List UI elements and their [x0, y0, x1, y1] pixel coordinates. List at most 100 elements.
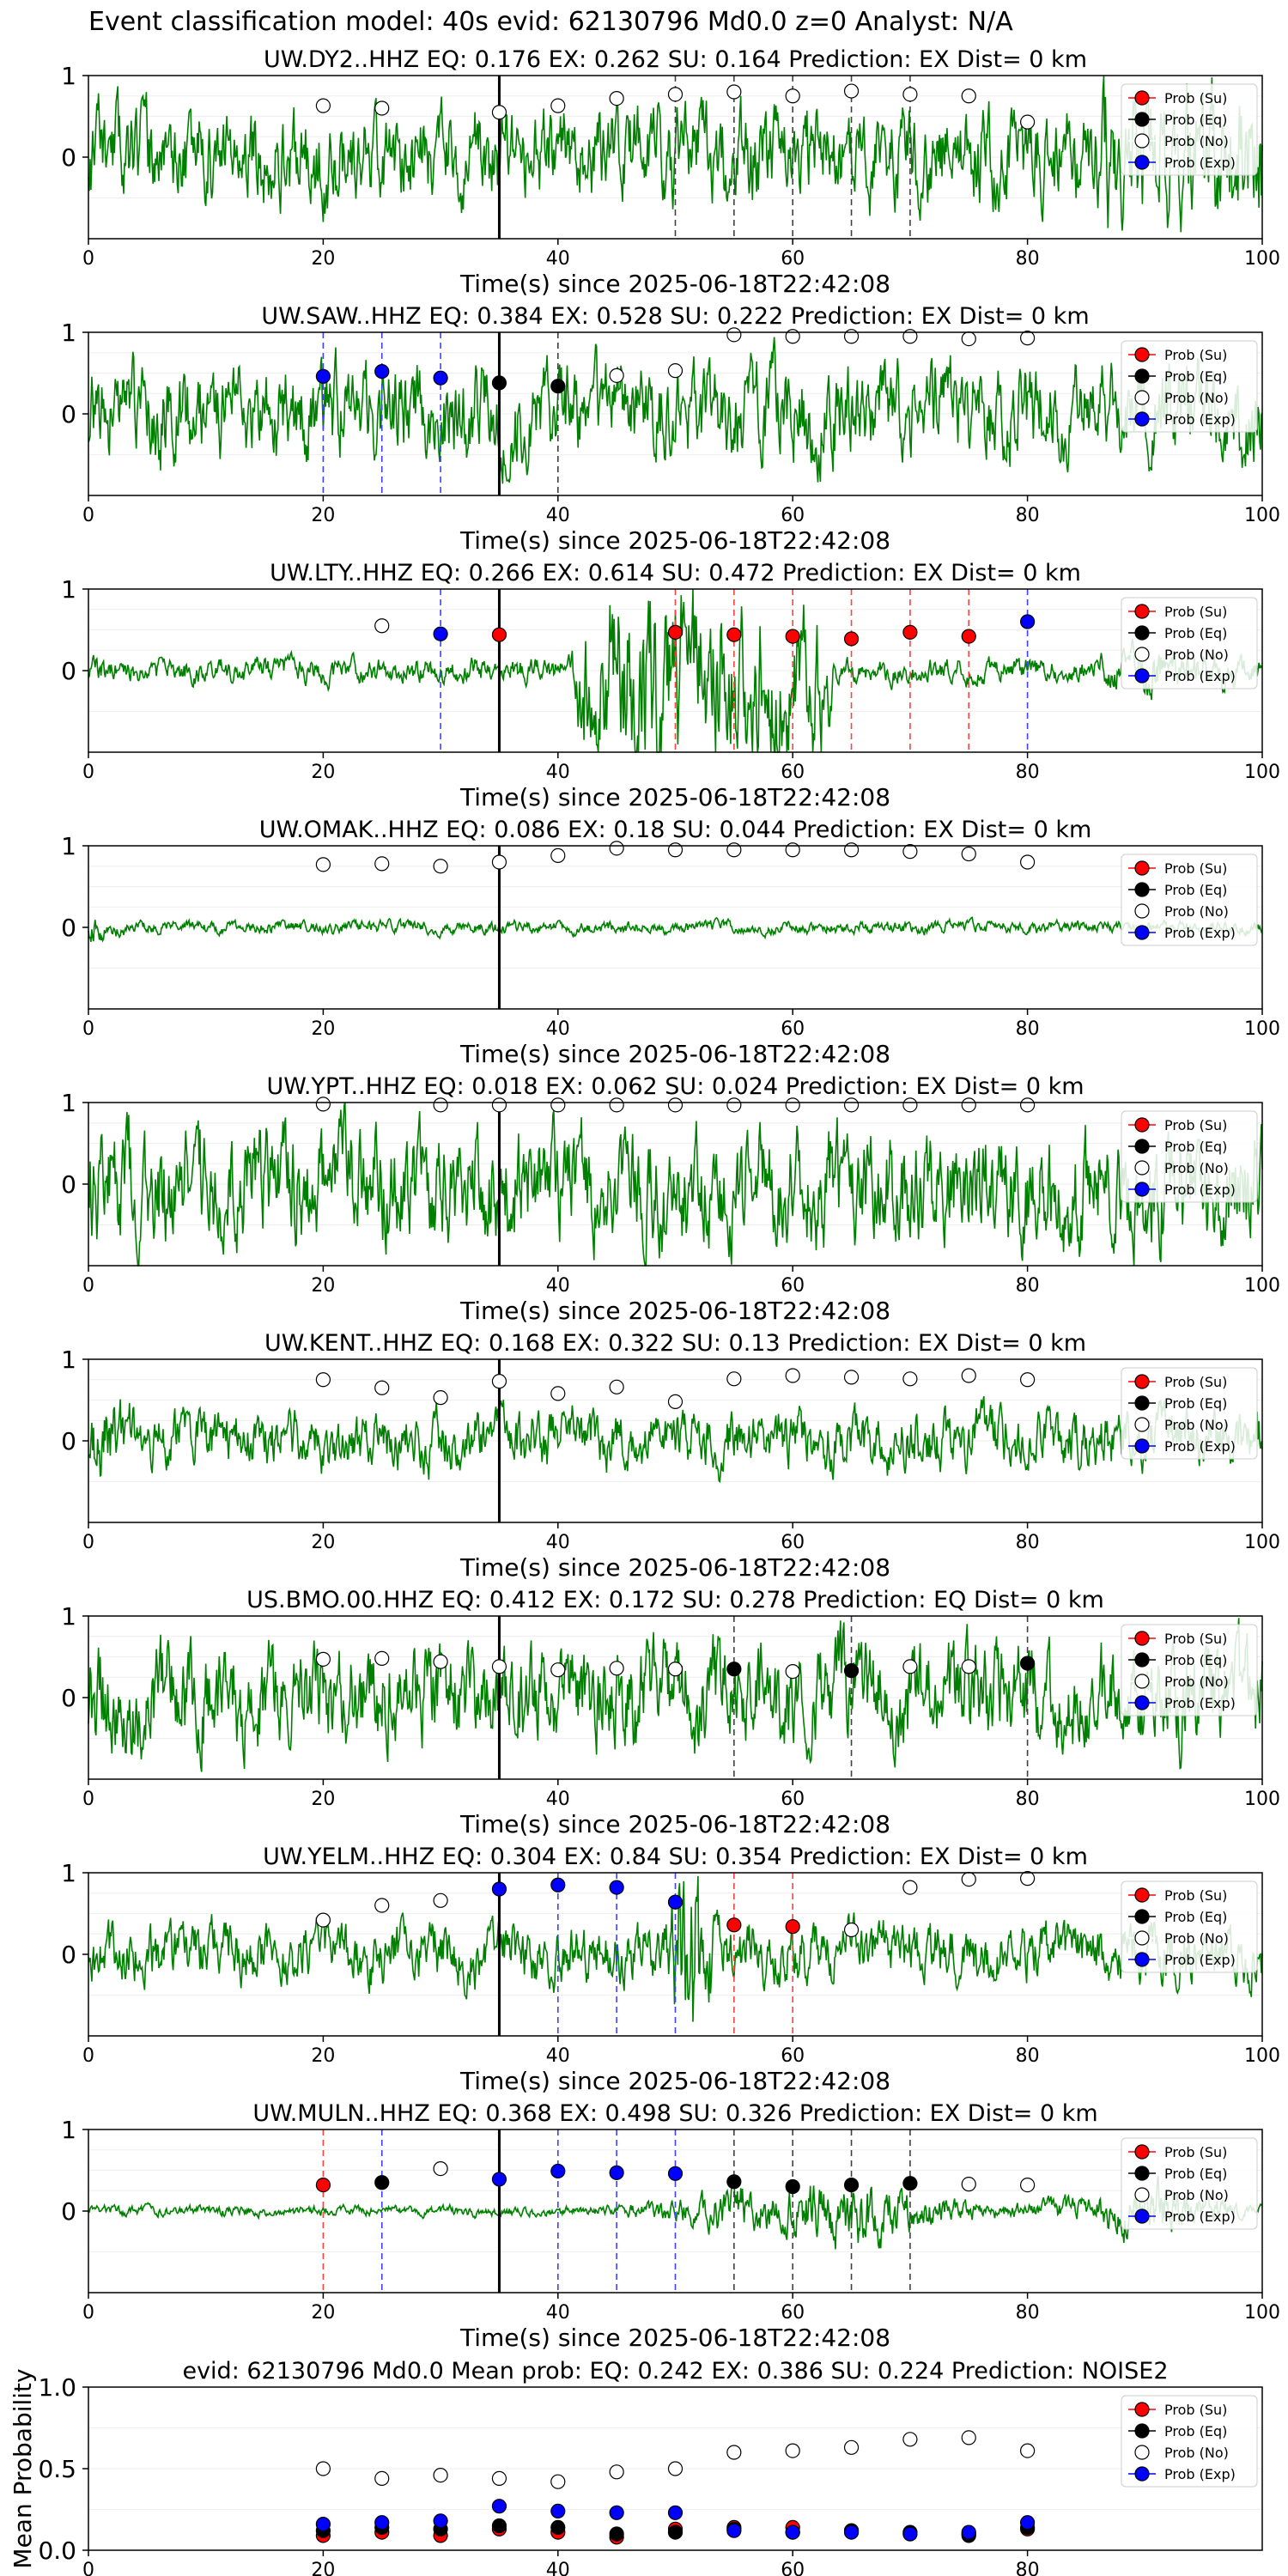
legend-label-exp: Prob (Exp) — [1164, 411, 1236, 428]
legend-label-exp: Prob (Exp) — [1164, 155, 1236, 171]
legend-label-su: Prob (Su) — [1164, 860, 1227, 877]
legend-marker-exp — [1134, 2466, 1150, 2482]
prob-point-no — [726, 1097, 742, 1113]
legend-label-exp: Prob (Exp) — [1164, 1438, 1236, 1455]
legend-box — [1121, 1367, 1258, 1460]
legend-label-eq: Prob (Eq) — [1164, 1909, 1227, 1925]
prob-point-no — [550, 2474, 566, 2489]
prob-point-exp — [726, 2523, 742, 2538]
prob-point-no — [961, 1097, 976, 1113]
x-tick-label: 60 — [781, 248, 805, 270]
legend-marker-no — [1134, 2445, 1150, 2460]
legend-marker-exp — [1134, 1952, 1150, 1967]
prob-point-exp — [491, 1881, 507, 1897]
prob-point-no — [315, 1097, 331, 1112]
x-axis-label: Time(s) since 2025-06-18T22:42:08 — [459, 2067, 890, 2095]
panel-mean: evid: 62130796 Md0.0 Mean prob: EQ: 0.24… — [9, 2358, 1263, 2576]
prob-point-eq — [1019, 1656, 1036, 1671]
prob-point-no — [961, 1872, 976, 1887]
prob-point-eq — [667, 2524, 683, 2540]
prob-point-eq — [726, 1662, 742, 1677]
panel-title: UW.SAW..HHZ EQ: 0.384 EX: 0.528 SU: 0.22… — [261, 303, 1089, 330]
y-tick-label: 1 — [61, 832, 76, 860]
prob-point-no — [785, 329, 800, 344]
x-tick-label: 60 — [781, 762, 805, 783]
x-tick-label: 100 — [1244, 1275, 1280, 1297]
prob-point-su — [785, 1919, 800, 1935]
prob-point-su — [843, 631, 860, 647]
x-tick-label: 20 — [311, 2045, 335, 2067]
prob-point-eq — [609, 2526, 624, 2542]
prob-point-no — [374, 1380, 390, 1395]
prob-point-su — [961, 629, 976, 644]
legend-marker-exp — [1134, 411, 1150, 427]
x-tick-label: 80 — [1016, 2302, 1040, 2324]
legend-label-su: Prob (Su) — [1164, 347, 1227, 363]
x-tick-label: 20 — [311, 1532, 335, 1553]
x-tick-label: 80 — [1016, 2560, 1040, 2576]
x-tick-label: 0 — [82, 505, 94, 526]
x-tick-label: 80 — [1016, 1275, 1040, 1297]
legend-box — [1121, 2395, 1258, 2488]
y-tick-label: 0 — [61, 657, 76, 685]
prob-point-exp — [1019, 614, 1036, 629]
legend-label-su: Prob (Su) — [1164, 604, 1227, 620]
legend-marker-no — [1134, 133, 1150, 149]
prob-point-eq — [374, 2175, 390, 2190]
x-tick-label: 20 — [311, 1789, 335, 1810]
prob-point-no — [491, 1374, 507, 1389]
prob-point-exp — [902, 2526, 918, 2542]
prob-point-no — [491, 1659, 507, 1674]
panel-title: evid: 62130796 Md0.0 Mean prob: EQ: 0.24… — [182, 2358, 1168, 2385]
legend-label-exp: Prob (Exp) — [1164, 668, 1236, 684]
prob-point-exp — [785, 2524, 800, 2540]
legend-marker-su — [1134, 2402, 1150, 2417]
legend-label-no: Prob (No) — [1164, 903, 1229, 920]
legend-label-eq: Prob (Eq) — [1164, 1652, 1227, 1668]
legend-marker-su — [1134, 604, 1150, 619]
y-tick-label: 1 — [61, 1602, 76, 1631]
prob-point-no — [374, 2470, 390, 2486]
prob-point-no — [843, 1370, 860, 1385]
panel-uw-kent-hhz: UW.KENT..HHZ EQ: 0.168 EX: 0.322 SU: 0.1… — [61, 1330, 1280, 1582]
prob-point-no — [609, 1379, 624, 1394]
legend-label-su: Prob (Su) — [1164, 2144, 1227, 2160]
prob-point-su — [902, 624, 918, 640]
prob-point-no — [667, 2461, 683, 2476]
prob-point-su — [491, 627, 507, 642]
prob-point-no — [374, 100, 390, 116]
x-tick-label: 40 — [546, 762, 570, 783]
x-tick-label: 40 — [546, 2045, 570, 2067]
waveform-trace — [88, 75, 1263, 233]
panel-title: UW.YELM..HHZ EQ: 0.304 EX: 0.84 SU: 0.35… — [263, 1844, 1088, 1870]
prob-point-no — [433, 2161, 448, 2177]
prob-point-no — [726, 84, 742, 100]
prob-point-no — [785, 842, 800, 858]
prob-point-no — [315, 1651, 331, 1667]
prob-point-no — [902, 1880, 918, 1895]
prob-point-no — [433, 2468, 448, 2483]
prob-point-eq — [491, 2518, 507, 2534]
prob-point-no — [902, 1659, 918, 1674]
prob-point-no — [902, 329, 918, 344]
prob-point-no — [843, 2439, 860, 2455]
waveform-trace — [88, 1102, 1263, 1267]
prob-point-no — [374, 618, 390, 634]
prob-point-no — [550, 1386, 566, 1401]
prob-point-no — [726, 842, 742, 858]
legend-marker-eq — [1134, 112, 1150, 127]
legend-label-no: Prob (No) — [1164, 1930, 1229, 1947]
prob-point-exp — [374, 364, 390, 380]
prob-point-no — [785, 2443, 800, 2458]
waveform-trace — [88, 916, 1263, 943]
legend-label-eq: Prob (Eq) — [1164, 1395, 1227, 1412]
panel-uw-omak-hhz: UW.OMAK..HHZ EQ: 0.086 EX: 0.18 SU: 0.04… — [61, 817, 1280, 1068]
panel-title: US.BMO.00.HHZ EQ: 0.412 EX: 0.172 SU: 0.… — [246, 1587, 1104, 1613]
prob-point-no — [491, 2470, 507, 2486]
prob-point-no — [961, 2430, 976, 2445]
legend-box — [1121, 83, 1258, 176]
x-tick-label: 60 — [781, 1018, 805, 1040]
prob-point-su — [726, 1917, 742, 1933]
x-tick-label: 80 — [1016, 762, 1040, 783]
